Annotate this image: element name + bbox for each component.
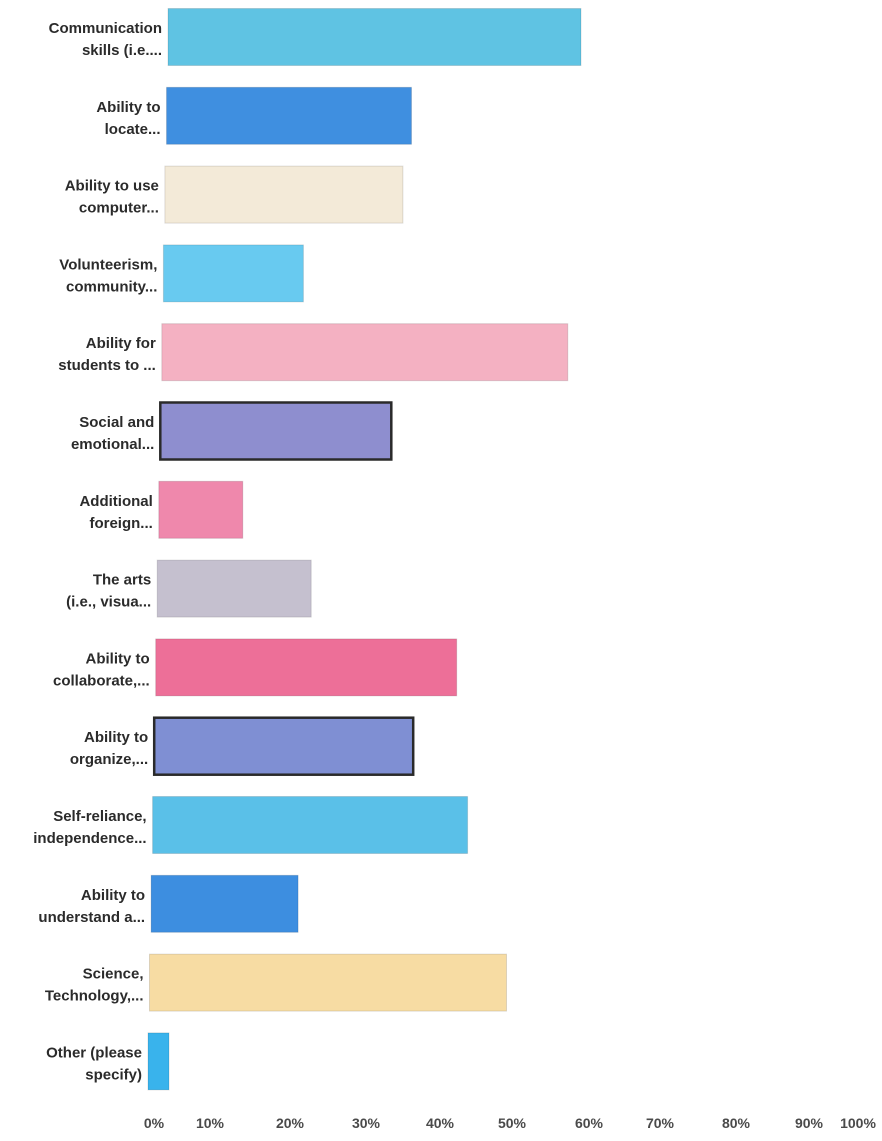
x-tick-label-8: 80% <box>722 1115 751 1131</box>
x-tick-label-5: 50% <box>498 1115 527 1131</box>
bar-7 <box>158 480 244 539</box>
category-label-1: Communication skills (i.e.... <box>49 20 162 59</box>
category-label-12: Ability to understand a... <box>38 887 145 926</box>
category-label-11: Self-reliance, independence... <box>33 808 146 847</box>
bar-3 <box>164 165 404 224</box>
bars-layer <box>147 8 582 1091</box>
category-label-9: Ability to collaborate,... <box>53 650 150 689</box>
bar-5 <box>161 323 569 382</box>
category-label-7: Additional foreign... <box>79 493 152 532</box>
x-tick-label-4: 40% <box>426 1115 455 1131</box>
bar-8 <box>156 559 312 618</box>
category-labels: Communication skills (i.e.... Ability to lo… <box>33 20 162 1083</box>
x-tick-label-1: 10% <box>196 1115 225 1131</box>
x-tick-label-7: 70% <box>646 1115 675 1131</box>
x-tick-label-9: 90% <box>795 1115 824 1131</box>
bar-14 <box>147 1032 170 1091</box>
x-tick-label-3: 30% <box>352 1115 381 1131</box>
bar-9 <box>155 638 458 697</box>
category-label-3: Ability to use computer... <box>65 178 159 217</box>
category-label-10: Ability to organize,... <box>70 729 148 768</box>
x-tick-label-6: 60% <box>575 1115 604 1131</box>
x-tick-label-10: 100% <box>840 1115 876 1131</box>
bar-6 <box>159 401 393 461</box>
category-label-14: Other (please specify) <box>46 1044 142 1083</box>
category-label-2: Ability to locate... <box>96 99 160 138</box>
category-label-6: Social and emotional... <box>71 414 154 453</box>
bar-12 <box>150 874 299 933</box>
bar-2 <box>166 86 412 145</box>
category-label-4: Volunteerism, community... <box>59 256 157 295</box>
bar-10 <box>152 716 415 776</box>
x-tick-label-0: 0% <box>144 1115 165 1131</box>
x-axis-ticks: 0% 10% 20% 30% 40% 50% 60% 70% 80% 90% 100% <box>144 1115 877 1131</box>
category-label-5: Ability for students to ... <box>58 335 156 374</box>
bar-13 <box>149 953 507 1012</box>
x-tick-label-2: 20% <box>276 1115 305 1131</box>
bar-11 <box>152 796 469 854</box>
category-label-13: Science, Technology,... <box>45 966 144 1005</box>
bar-4 <box>162 244 304 303</box>
category-label-8: The arts (i.e., visua... <box>66 572 151 611</box>
bar-1 <box>167 8 582 66</box>
